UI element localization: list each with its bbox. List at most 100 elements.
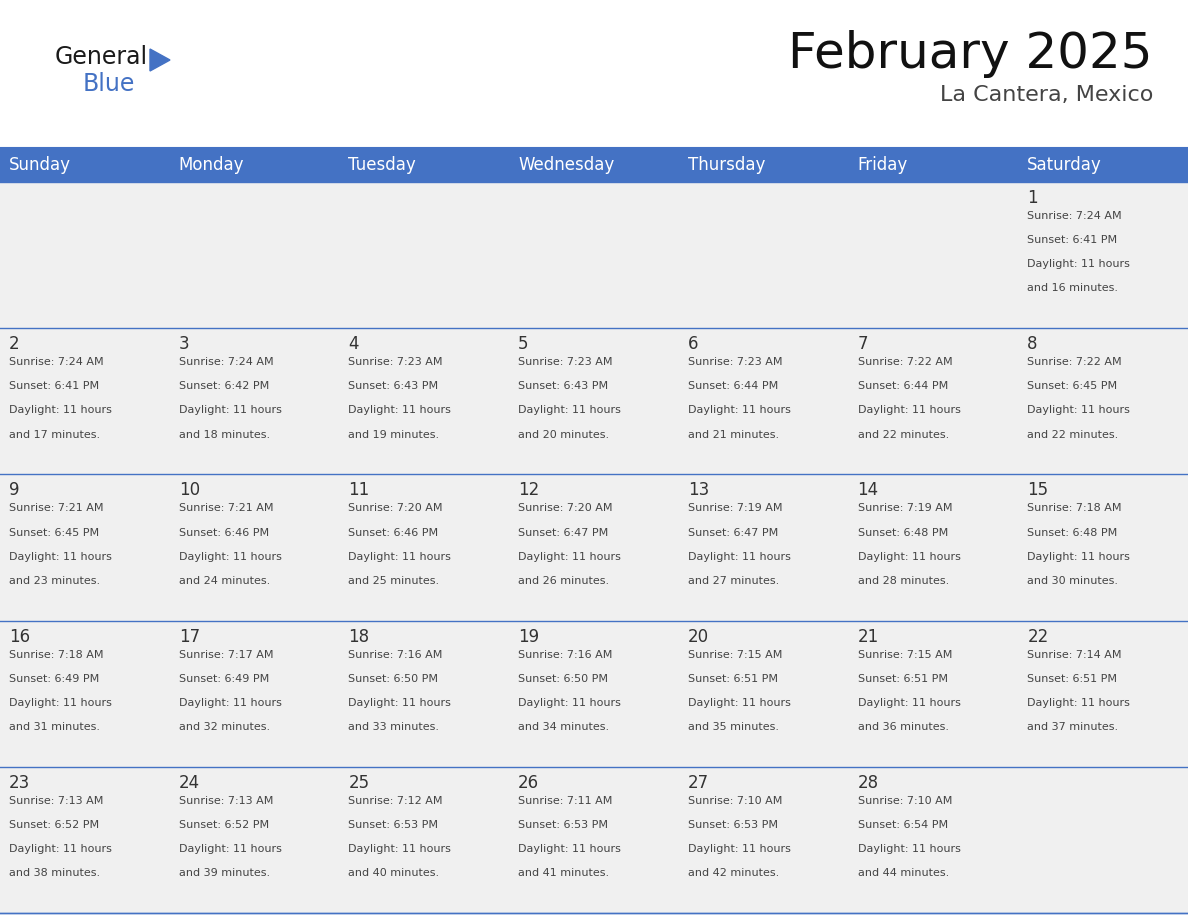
Bar [510, 329, 678, 475]
Text: Sunset: 6:47 PM: Sunset: 6:47 PM [518, 528, 608, 538]
Bar [170, 767, 340, 913]
Text: Sunrise: 7:20 AM: Sunrise: 7:20 AM [348, 503, 443, 513]
Text: and 42 minutes.: and 42 minutes. [688, 868, 779, 879]
Bar [1018, 767, 1188, 913]
Bar [848, 182, 1018, 329]
Text: and 30 minutes.: and 30 minutes. [1028, 576, 1118, 586]
Text: Daylight: 11 hours: Daylight: 11 hours [1028, 698, 1130, 708]
Text: Sunrise: 7:21 AM: Sunrise: 7:21 AM [10, 503, 103, 513]
Text: General: General [55, 45, 148, 69]
Text: Sunset: 6:44 PM: Sunset: 6:44 PM [858, 381, 948, 391]
Text: and 20 minutes.: and 20 minutes. [518, 430, 609, 440]
Bar [1018, 621, 1188, 767]
Bar [510, 767, 678, 913]
Text: Sunrise: 7:24 AM: Sunrise: 7:24 AM [1028, 211, 1121, 221]
Text: 16: 16 [10, 628, 30, 645]
Text: Sunrise: 7:24 AM: Sunrise: 7:24 AM [10, 357, 103, 367]
Text: Sunset: 6:49 PM: Sunset: 6:49 PM [10, 674, 100, 684]
Bar [1018, 182, 1188, 329]
Text: and 34 minutes.: and 34 minutes. [518, 722, 609, 732]
Bar [848, 329, 1018, 475]
Text: Daylight: 11 hours: Daylight: 11 hours [858, 552, 960, 562]
Text: Sunrise: 7:24 AM: Sunrise: 7:24 AM [178, 357, 273, 367]
Text: Sunset: 6:49 PM: Sunset: 6:49 PM [178, 674, 268, 684]
Bar [170, 148, 340, 182]
Text: 10: 10 [178, 481, 200, 499]
Text: 1: 1 [1028, 189, 1038, 207]
Text: Blue: Blue [83, 72, 135, 96]
Text: Sunrise: 7:13 AM: Sunrise: 7:13 AM [178, 796, 273, 806]
Text: and 38 minutes.: and 38 minutes. [10, 868, 100, 879]
Bar [678, 621, 848, 767]
Text: Daylight: 11 hours: Daylight: 11 hours [688, 698, 791, 708]
Text: and 33 minutes.: and 33 minutes. [348, 722, 440, 732]
Text: Daylight: 11 hours: Daylight: 11 hours [178, 552, 282, 562]
Text: 9: 9 [10, 481, 19, 499]
Bar [510, 182, 678, 329]
Text: Wednesday: Wednesday [518, 156, 614, 174]
Text: Daylight: 11 hours: Daylight: 11 hours [10, 844, 112, 854]
Text: and 31 minutes.: and 31 minutes. [10, 722, 100, 732]
Bar [848, 621, 1018, 767]
Text: 12: 12 [518, 481, 539, 499]
Text: Daylight: 11 hours: Daylight: 11 hours [348, 844, 451, 854]
Text: Sunset: 6:50 PM: Sunset: 6:50 PM [348, 674, 438, 684]
Text: Sunrise: 7:15 AM: Sunrise: 7:15 AM [858, 650, 952, 660]
Text: Sunrise: 7:19 AM: Sunrise: 7:19 AM [688, 503, 783, 513]
Text: Daylight: 11 hours: Daylight: 11 hours [858, 844, 960, 854]
Text: and 18 minutes.: and 18 minutes. [178, 430, 270, 440]
Bar [170, 182, 340, 329]
Text: and 19 minutes.: and 19 minutes. [348, 430, 440, 440]
Text: Thursday: Thursday [688, 156, 765, 174]
Text: February 2025: February 2025 [789, 30, 1154, 78]
Bar [340, 767, 510, 913]
Text: Daylight: 11 hours: Daylight: 11 hours [178, 406, 282, 416]
Text: and 17 minutes.: and 17 minutes. [10, 430, 100, 440]
Bar [678, 475, 848, 621]
Text: Sunrise: 7:19 AM: Sunrise: 7:19 AM [858, 503, 952, 513]
Text: Daylight: 11 hours: Daylight: 11 hours [178, 698, 282, 708]
Text: and 41 minutes.: and 41 minutes. [518, 868, 609, 879]
Text: Daylight: 11 hours: Daylight: 11 hours [688, 406, 791, 416]
Bar [510, 148, 678, 182]
Text: Sunrise: 7:15 AM: Sunrise: 7:15 AM [688, 650, 782, 660]
Text: Sunset: 6:44 PM: Sunset: 6:44 PM [688, 381, 778, 391]
Text: Sunset: 6:45 PM: Sunset: 6:45 PM [10, 528, 99, 538]
Bar [340, 182, 510, 329]
Bar [848, 767, 1018, 913]
Text: and 36 minutes.: and 36 minutes. [858, 722, 948, 732]
Text: and 32 minutes.: and 32 minutes. [178, 722, 270, 732]
Text: Sunrise: 7:10 AM: Sunrise: 7:10 AM [858, 796, 952, 806]
Bar [340, 148, 510, 182]
Text: and 44 minutes.: and 44 minutes. [858, 868, 949, 879]
Text: 20: 20 [688, 628, 709, 645]
Text: Sunrise: 7:22 AM: Sunrise: 7:22 AM [1028, 357, 1121, 367]
Text: Sunset: 6:41 PM: Sunset: 6:41 PM [1028, 235, 1118, 245]
Text: Sunset: 6:53 PM: Sunset: 6:53 PM [348, 820, 438, 830]
Bar [340, 621, 510, 767]
Bar [678, 329, 848, 475]
Text: Daylight: 11 hours: Daylight: 11 hours [518, 698, 621, 708]
Text: Sunset: 6:52 PM: Sunset: 6:52 PM [10, 820, 99, 830]
Text: 6: 6 [688, 335, 699, 353]
Bar [678, 148, 848, 182]
Text: Sunrise: 7:23 AM: Sunrise: 7:23 AM [348, 357, 443, 367]
Text: Sunset: 6:45 PM: Sunset: 6:45 PM [1028, 381, 1118, 391]
Text: and 23 minutes.: and 23 minutes. [10, 576, 100, 586]
Text: 3: 3 [178, 335, 189, 353]
Text: Daylight: 11 hours: Daylight: 11 hours [518, 406, 621, 416]
Text: Daylight: 11 hours: Daylight: 11 hours [518, 552, 621, 562]
Text: 14: 14 [858, 481, 879, 499]
Text: Daylight: 11 hours: Daylight: 11 hours [10, 552, 112, 562]
Text: Sunrise: 7:23 AM: Sunrise: 7:23 AM [688, 357, 783, 367]
Text: Sunrise: 7:10 AM: Sunrise: 7:10 AM [688, 796, 782, 806]
Bar [0, 148, 170, 182]
Text: and 26 minutes.: and 26 minutes. [518, 576, 609, 586]
Text: Daylight: 11 hours: Daylight: 11 hours [10, 698, 112, 708]
Text: 4: 4 [348, 335, 359, 353]
Text: Daylight: 11 hours: Daylight: 11 hours [348, 698, 451, 708]
Text: 27: 27 [688, 774, 709, 792]
Text: Daylight: 11 hours: Daylight: 11 hours [1028, 406, 1130, 416]
Text: Sunrise: 7:16 AM: Sunrise: 7:16 AM [518, 650, 613, 660]
Text: Monday: Monday [178, 156, 245, 174]
